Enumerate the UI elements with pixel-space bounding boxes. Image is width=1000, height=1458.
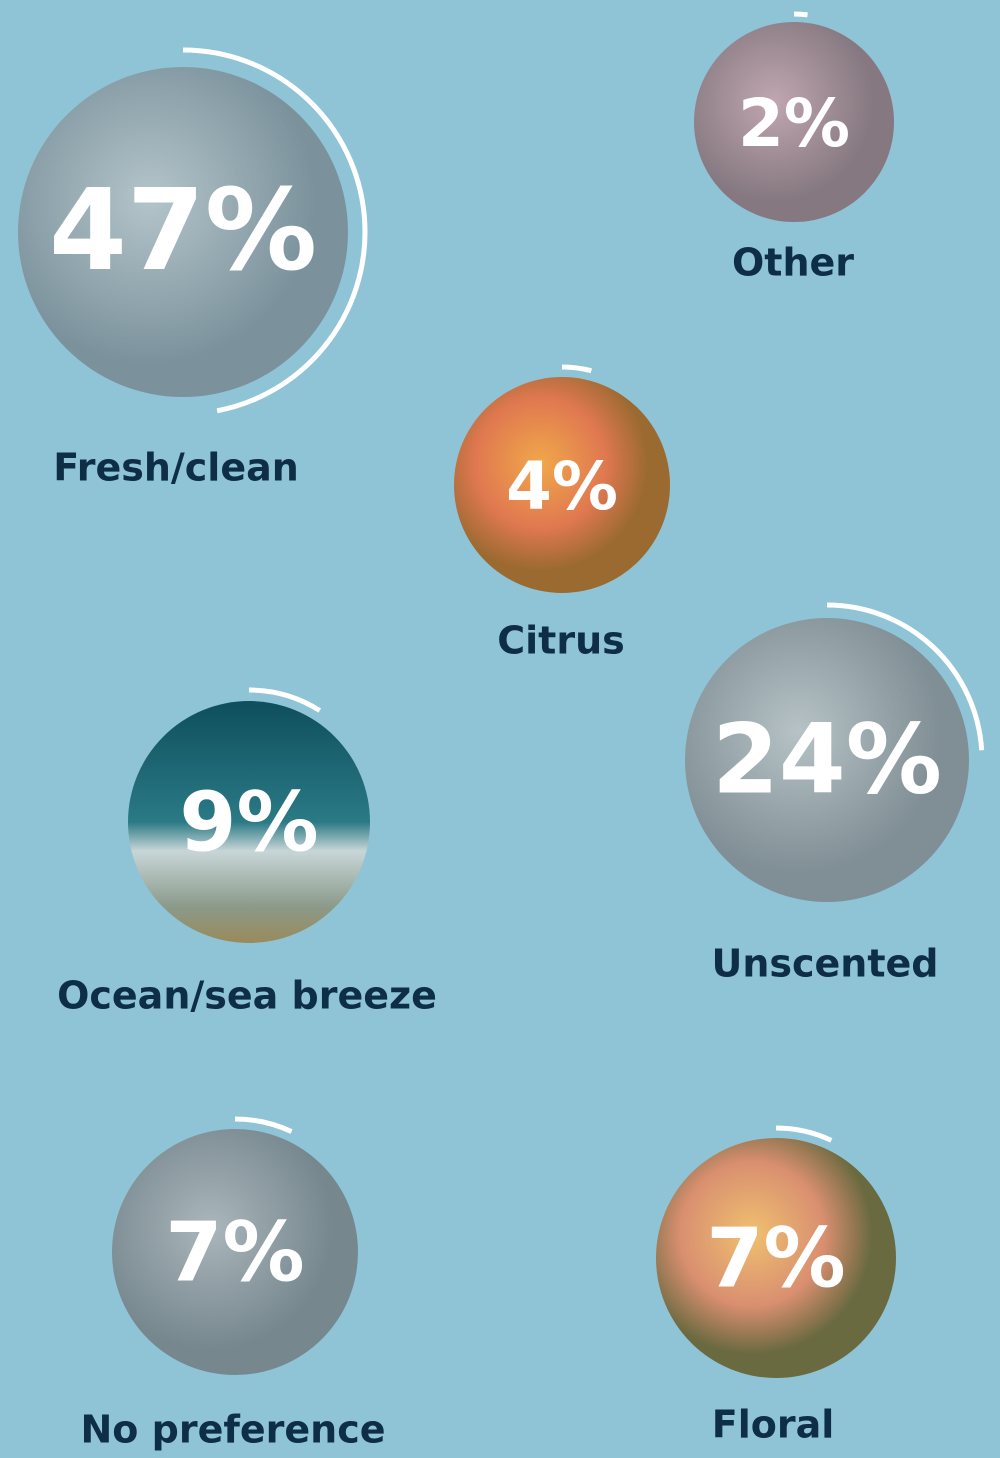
percent-label: 4%	[506, 448, 618, 525]
category-label: No preference	[80, 1408, 385, 1452]
category-label: Other	[732, 241, 854, 285]
percent-label: 47%	[49, 166, 317, 296]
percent-label: 7%	[706, 1211, 845, 1306]
category-label: Ocean/sea breeze	[57, 974, 437, 1018]
category-label: Floral	[712, 1403, 835, 1447]
percent-label: 2%	[738, 85, 850, 162]
progress-arc	[562, 367, 591, 371]
category-label: Fresh/clean	[53, 446, 299, 490]
category-label: Citrus	[497, 619, 625, 663]
percent-label: 24%	[712, 703, 942, 815]
infographic: 47% Fresh/clean 2% Other 4% Citrus 24% Unscente…	[0, 0, 1000, 1458]
percent-label: 9%	[179, 775, 318, 870]
percent-label: 7%	[165, 1205, 304, 1300]
progress-arc	[794, 14, 808, 15]
category-label: Unscented	[711, 942, 938, 986]
